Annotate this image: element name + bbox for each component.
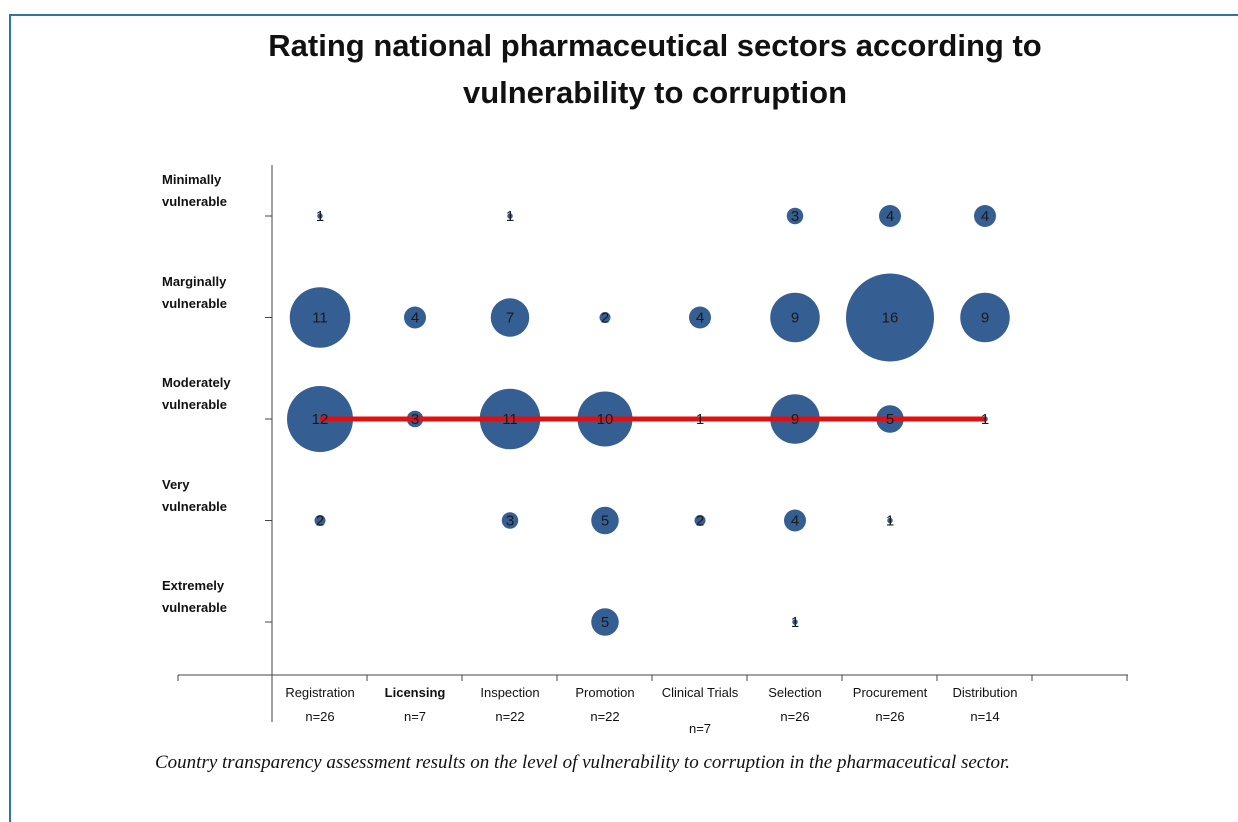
bubble	[792, 619, 798, 625]
bubble	[404, 306, 426, 329]
x-tick-label: Registration	[285, 685, 355, 700]
n-label: n=22	[590, 709, 620, 724]
x-tick-label: Inspection	[480, 685, 540, 700]
data-label: 1	[981, 411, 989, 428]
x-tick-label: Clinical Trials	[661, 685, 739, 700]
data-label: 11	[502, 411, 518, 428]
data-label: 5	[601, 614, 609, 631]
n-label: n=7	[688, 721, 712, 736]
bubble	[599, 312, 611, 323]
frame	[9, 14, 1238, 822]
x-tick-label: Selection	[768, 685, 822, 700]
chart-title: Rating national pharmaceutical sectors a…	[268, 28, 1042, 110]
data-label: 1	[886, 512, 894, 529]
bubble	[317, 213, 323, 219]
bubble	[501, 512, 519, 529]
data-label: 1	[791, 614, 799, 631]
bubble	[694, 515, 706, 526]
data-label: 4	[886, 208, 894, 225]
x-tick-label: Licensing	[384, 685, 446, 700]
data-label: 4	[981, 208, 989, 225]
bubble	[591, 608, 619, 636]
bubble	[960, 292, 1010, 343]
data-label: 16	[882, 309, 899, 326]
bubble	[974, 205, 996, 227]
bubble	[591, 506, 619, 535]
bubble	[289, 287, 351, 348]
data-label: 9	[791, 411, 799, 428]
x-tick-label: Procurement	[852, 685, 928, 700]
n-label: n=26	[305, 709, 335, 724]
data-label: 2	[696, 512, 704, 529]
n-label: n=14	[970, 709, 1000, 724]
data-label: 9	[791, 309, 799, 326]
bubble	[879, 205, 901, 227]
data-label: 1	[696, 411, 704, 428]
data-label: 9	[981, 309, 989, 326]
bubble	[314, 515, 326, 526]
n-label: n=26	[875, 709, 905, 724]
n-label: n=26	[780, 709, 810, 724]
x-tick-label: Distribution	[952, 685, 1018, 700]
bubble	[490, 298, 530, 337]
y-tick-label: Minimally vulnerable	[162, 172, 228, 209]
caption: Country transparency assessment results …	[155, 752, 1011, 773]
bubble	[786, 207, 804, 225]
data-label: 5	[601, 512, 609, 529]
n-label: n=7	[403, 709, 427, 724]
data-label: 11	[312, 309, 328, 326]
y-tick-label: Moderately vulnerable	[162, 375, 231, 412]
bubble	[784, 509, 806, 532]
y-tick-label: Extremely vulnerable	[162, 578, 228, 615]
bubble	[770, 292, 820, 343]
data-label: 7	[506, 309, 514, 326]
bubble	[846, 273, 934, 362]
n-label: n=22	[495, 709, 525, 724]
data-label: 5	[886, 411, 894, 428]
x-tick-label: Promotion	[575, 685, 635, 700]
data-label: 3	[506, 512, 514, 529]
bubble	[887, 517, 893, 524]
y-tick-label: Marginally vulnerable	[162, 273, 228, 311]
bubble	[689, 306, 711, 329]
data-label: 4	[411, 309, 419, 326]
data-label: 1	[316, 208, 324, 225]
data-label: 2	[601, 309, 609, 326]
bubble	[507, 213, 513, 219]
data-label: 4	[696, 309, 704, 326]
data-label: 2	[316, 512, 324, 529]
data-label: 4	[791, 512, 799, 529]
data-label: 12	[312, 411, 329, 428]
data-label: 10	[597, 411, 614, 428]
data-label: 3	[791, 208, 799, 225]
data-label: 3	[411, 411, 419, 428]
y-tick-label: Very vulnerable	[162, 476, 228, 514]
data-label: 1	[506, 208, 514, 225]
